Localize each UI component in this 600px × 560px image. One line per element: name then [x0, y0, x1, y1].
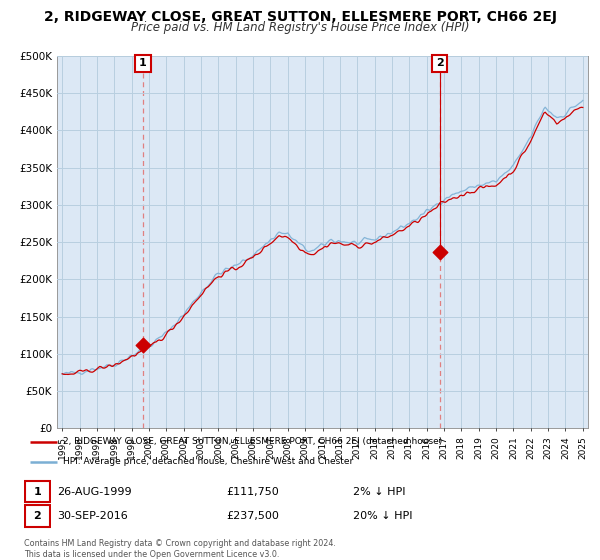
Text: £237,500: £237,500: [226, 511, 279, 521]
Text: 2, RIDGEWAY CLOSE, GREAT SUTTON, ELLESMERE PORT, CH66 2EJ: 2, RIDGEWAY CLOSE, GREAT SUTTON, ELLESME…: [44, 10, 557, 24]
Text: 2% ↓ HPI: 2% ↓ HPI: [353, 487, 405, 497]
Text: 2, RIDGEWAY CLOSE, GREAT SUTTON, ELLESMERE PORT, CH66 2EJ (detached house): 2, RIDGEWAY CLOSE, GREAT SUTTON, ELLESME…: [63, 437, 442, 446]
Text: Contains HM Land Registry data © Crown copyright and database right 2024.
This d: Contains HM Land Registry data © Crown c…: [24, 539, 336, 559]
Text: £111,750: £111,750: [226, 487, 279, 497]
Text: 2: 2: [34, 511, 41, 521]
Bar: [25, 505, 50, 526]
Text: Price paid vs. HM Land Registry's House Price Index (HPI): Price paid vs. HM Land Registry's House …: [131, 21, 469, 34]
Text: 1: 1: [139, 58, 147, 68]
Text: 1: 1: [34, 487, 41, 497]
Text: 20% ↓ HPI: 20% ↓ HPI: [353, 511, 412, 521]
Point: [138, 340, 148, 349]
Bar: [25, 481, 50, 502]
Text: 2: 2: [436, 58, 443, 68]
Text: 30-SEP-2016: 30-SEP-2016: [57, 511, 128, 521]
Text: HPI: Average price, detached house, Cheshire West and Chester: HPI: Average price, detached house, Ches…: [63, 457, 353, 466]
Point: [435, 247, 445, 256]
Text: 26-AUG-1999: 26-AUG-1999: [57, 487, 131, 497]
